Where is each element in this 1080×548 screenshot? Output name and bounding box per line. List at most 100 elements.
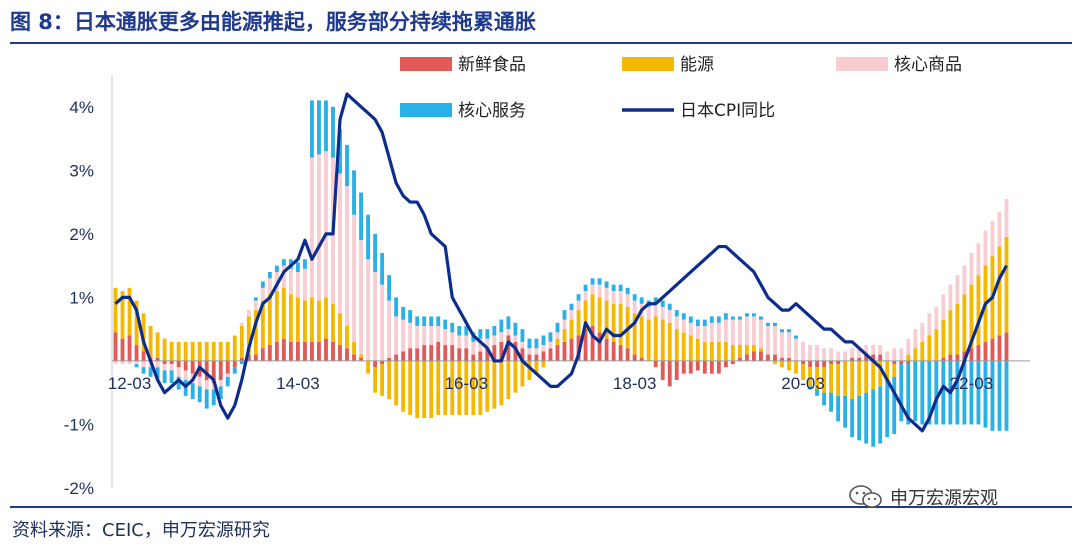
bar-core-services xyxy=(310,100,314,158)
bar-core-services xyxy=(934,360,939,425)
bar-core-services xyxy=(976,360,981,425)
bar-energy xyxy=(653,316,658,361)
bar-energy xyxy=(639,316,644,358)
bar-fresh-food xyxy=(555,345,560,361)
bar-core-services xyxy=(324,100,328,152)
bar-core-goods xyxy=(787,332,791,358)
bar-fresh-food xyxy=(113,332,118,361)
x-tick-label: 20-03 xyxy=(781,374,824,393)
bar-energy xyxy=(737,345,742,358)
bar-energy xyxy=(450,360,455,415)
legend-label: 能源 xyxy=(680,55,714,75)
bar-core-goods xyxy=(415,325,420,349)
bar-core-goods xyxy=(934,306,939,330)
bar-core-services xyxy=(169,370,174,384)
bar-core-goods xyxy=(471,341,476,355)
bar-energy xyxy=(274,291,279,342)
bar-energy xyxy=(155,332,160,358)
bar-energy xyxy=(850,360,855,400)
bar-core-goods xyxy=(885,351,890,361)
bar-core-services xyxy=(773,322,777,326)
bar-core-services xyxy=(990,360,995,431)
bar-fresh-food xyxy=(520,348,525,361)
bar-core-services xyxy=(373,233,378,272)
bar-core-goods xyxy=(253,300,258,311)
bar-fresh-food xyxy=(485,348,490,361)
bar-core-services xyxy=(218,386,223,400)
bar-energy xyxy=(590,294,595,326)
bar-core-services xyxy=(962,360,967,425)
bar-core-services xyxy=(625,287,630,295)
bar-energy xyxy=(941,319,946,358)
bar-fresh-food xyxy=(141,351,146,361)
bar-energy xyxy=(464,360,469,415)
bar-core-goods xyxy=(857,348,862,358)
bar-fresh-food xyxy=(457,348,462,361)
bar-fresh-food xyxy=(808,360,812,368)
bar-energy xyxy=(506,360,511,400)
bar-core-goods xyxy=(962,265,967,295)
bar-core-services xyxy=(331,106,335,158)
bar-energy xyxy=(443,360,448,415)
bar-core-services xyxy=(997,360,1002,431)
bar-core-goods xyxy=(134,360,139,365)
bar-fresh-food xyxy=(611,341,616,361)
bar-energy xyxy=(120,291,125,339)
legend-label: 日本CPI同比 xyxy=(680,101,775,121)
bar-core-goods xyxy=(653,303,658,317)
x-tick-label: 22-03 xyxy=(950,374,993,393)
bar-core-goods xyxy=(843,351,848,361)
bar-fresh-food xyxy=(155,357,160,361)
bar-core-goods xyxy=(730,319,735,346)
bar-core-goods xyxy=(211,383,216,390)
bar-fresh-food xyxy=(534,354,539,361)
bar-fresh-food xyxy=(211,360,216,384)
bar-core-services xyxy=(394,297,399,317)
bar-fresh-food xyxy=(709,360,714,374)
bar-core-services xyxy=(808,386,812,390)
bar-core-goods xyxy=(815,345,819,361)
bar-core-goods xyxy=(260,287,265,301)
bar-fresh-food xyxy=(737,357,742,361)
bar-energy xyxy=(225,341,230,361)
y-tick-label: 2% xyxy=(69,225,94,244)
bar-fresh-food xyxy=(836,360,841,365)
bar-fresh-food xyxy=(766,354,770,361)
bar-core-services xyxy=(232,367,237,374)
bar-core-goods xyxy=(997,211,1002,247)
y-tick-label: 4% xyxy=(69,98,94,117)
bar-energy xyxy=(555,338,560,346)
bar-core-goods xyxy=(625,294,630,307)
bar-fresh-food xyxy=(359,357,363,361)
bar-core-services xyxy=(822,392,827,406)
bar-core-goods xyxy=(773,325,777,355)
bar-core-goods xyxy=(836,351,841,361)
bar-energy xyxy=(513,360,518,393)
bar-energy xyxy=(688,335,693,361)
bar-fresh-food xyxy=(948,354,953,361)
bar-core-goods xyxy=(113,360,118,365)
bar-fresh-food xyxy=(780,357,784,361)
bar-fresh-food xyxy=(415,348,420,361)
bar-fresh-food xyxy=(274,341,279,361)
bar-core-goods xyxy=(422,325,427,346)
bar-core-goods xyxy=(303,268,307,301)
bar-core-services xyxy=(345,144,349,187)
bar-fresh-food xyxy=(997,335,1002,361)
bar-fresh-food xyxy=(288,341,293,361)
bar-core-services xyxy=(225,376,230,387)
bar-energy xyxy=(660,319,665,361)
bar-core-goods xyxy=(288,268,293,295)
bar-energy xyxy=(415,360,420,419)
bar-core-services xyxy=(485,329,490,339)
bar-core-goods xyxy=(267,278,272,295)
legend-swatch-core-goods xyxy=(836,57,888,71)
bar-core-goods xyxy=(401,319,406,352)
bar-core-goods xyxy=(380,284,385,361)
bar-energy xyxy=(562,329,567,342)
bar-fresh-food xyxy=(492,345,497,361)
bar-fresh-food xyxy=(120,338,125,361)
bar-core-goods xyxy=(723,319,728,342)
bar-fresh-food xyxy=(541,351,546,361)
bar-fresh-food xyxy=(295,341,300,361)
